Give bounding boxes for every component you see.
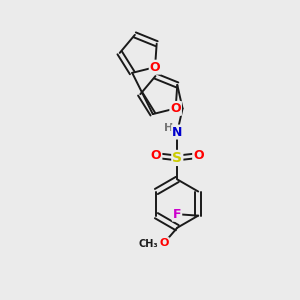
Text: O: O bbox=[170, 102, 181, 115]
Text: F: F bbox=[173, 208, 181, 221]
Text: S: S bbox=[172, 151, 182, 165]
Text: N: N bbox=[172, 125, 182, 139]
Text: H: H bbox=[164, 124, 173, 134]
Text: O: O bbox=[150, 61, 160, 74]
Text: CH₃: CH₃ bbox=[139, 238, 158, 249]
Text: O: O bbox=[193, 149, 204, 162]
Text: O: O bbox=[151, 149, 161, 162]
Text: O: O bbox=[159, 238, 169, 248]
